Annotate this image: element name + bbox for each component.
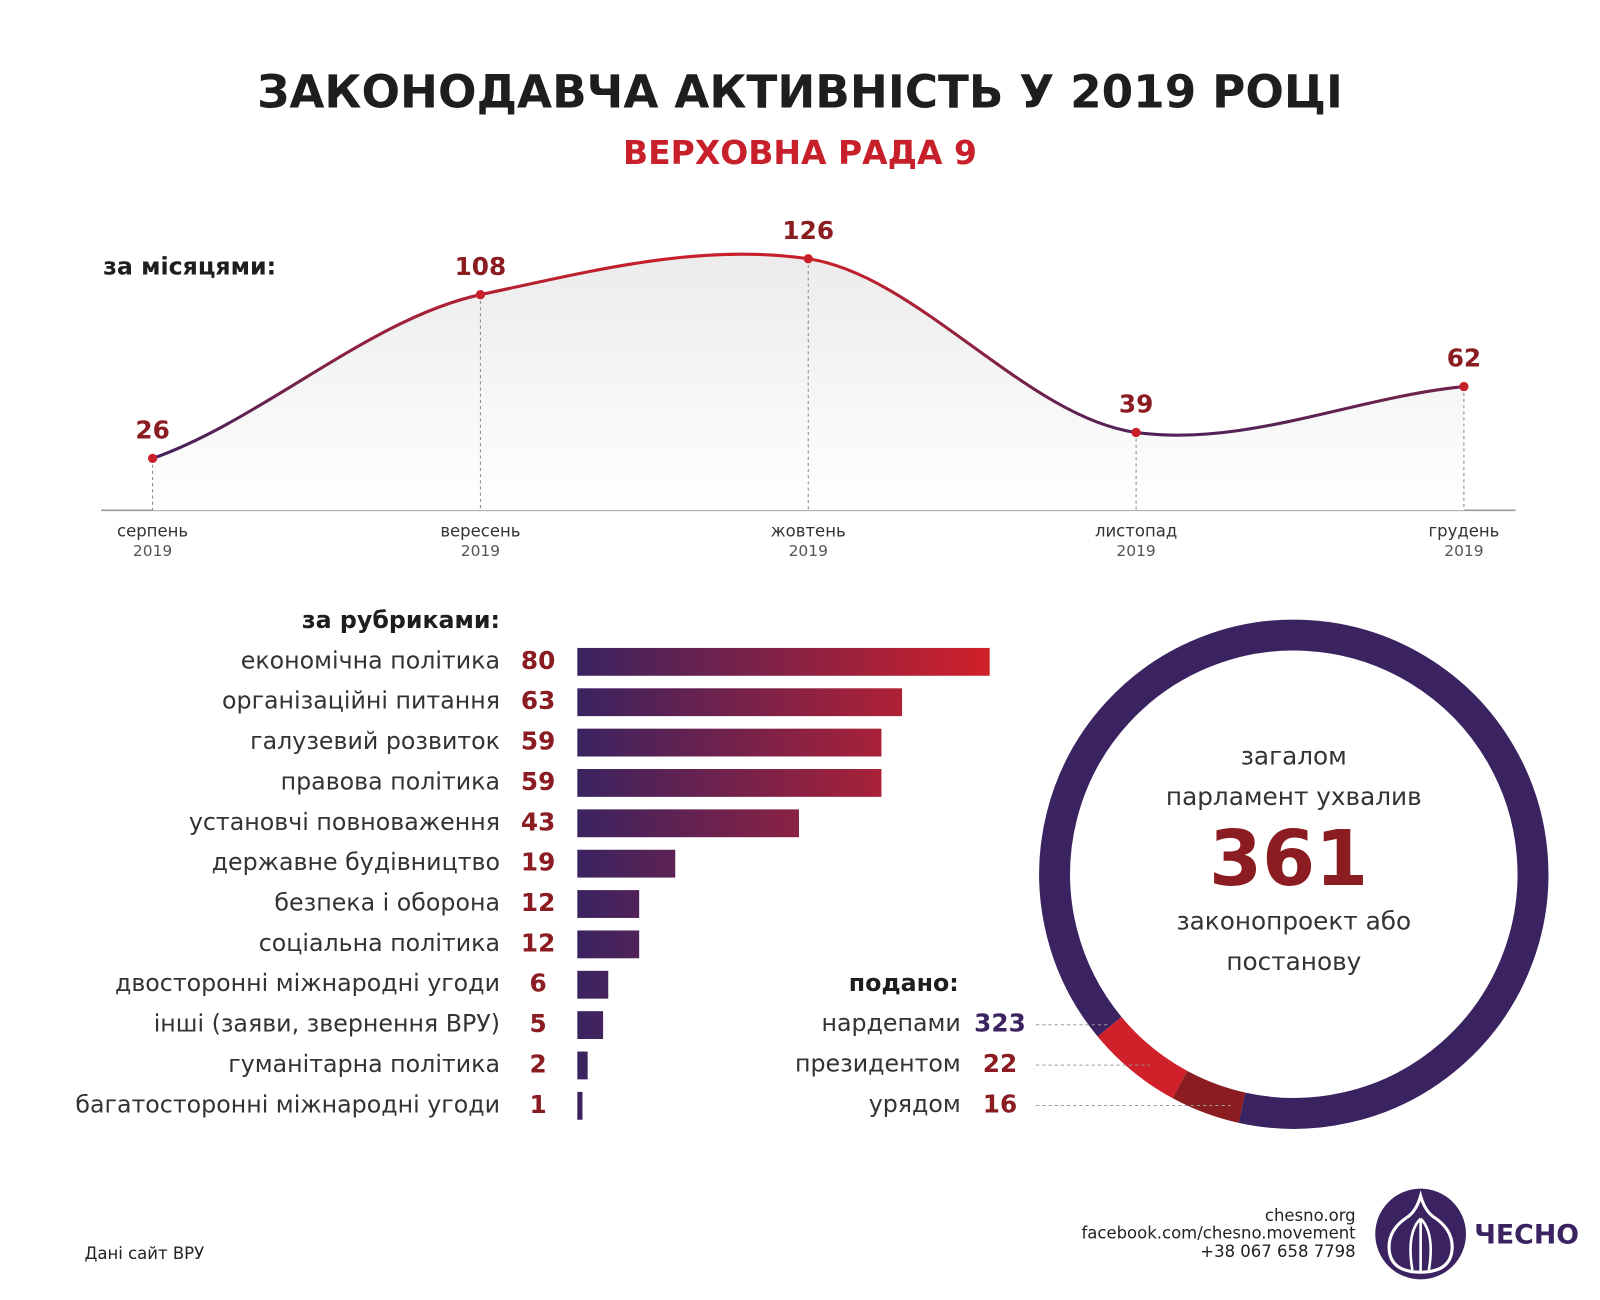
value-label: 80 [521,646,555,675]
value-label: 5 [530,1009,547,1038]
value-label: 59 [521,727,555,756]
point [475,290,486,300]
category-label: соціальна політика [259,929,500,957]
donut-segment [1039,619,1549,1129]
x-tick-label: листопад [1095,521,1177,540]
legend-label: урядом [869,1090,961,1118]
value-label: 2 [530,1049,547,1078]
donut-segment [1097,1016,1188,1099]
bar [577,930,640,959]
legend-label: президентом [795,1050,961,1078]
center-text: парламент ухвалив [1166,782,1422,811]
legend-label: нардепами [821,1009,960,1037]
category-label: інші (заяви, звернення ВРУ) [154,1010,500,1038]
legend-value: 323 [974,1009,1026,1038]
contact: chesno.org [1265,1206,1356,1225]
bar [577,688,903,717]
category-label: безпека і оборона [274,889,500,917]
legend-title: подано: [849,969,959,997]
value-label: 126 [782,216,834,245]
x-tick-label: жовтень [771,521,846,540]
value-label: 39 [1119,390,1153,419]
x-tick-sublabel: 2019 [1116,542,1155,560]
logo-icon [1375,1188,1466,1280]
legend-value: 22 [983,1049,1017,1078]
value-label: 6 [530,969,547,998]
bar [577,769,882,797]
bar [577,647,990,676]
x-tick-sublabel: 2019 [789,542,828,560]
bar [577,728,882,757]
value-label: 1 [530,1090,547,1119]
subtitle: ВЕРХОВНА РАДА 9 [623,133,977,172]
bar [577,970,609,999]
x-tick-label: серпень [117,521,188,540]
category-label: установчі повноваження [189,808,500,836]
logo-text: ЧЕСНО [1474,1220,1579,1251]
donut-segment [1172,1070,1246,1123]
section-label: за рубриками: [302,606,500,634]
section-label: за місяцями: [103,253,276,281]
x-tick-sublabel: 2019 [133,542,172,560]
bar [577,849,676,878]
value-label: 43 [521,807,555,836]
title: ЗАКОНОДАВЧА АКТИВНІСТЬ У 2019 РОЦІ [257,65,1343,118]
category-label: державне будівництво [212,848,500,876]
bar [577,1091,583,1120]
category-label: багатосторонні міжнародні угоди [75,1090,500,1118]
point [1459,381,1469,392]
category-label: гуманітарна політика [228,1050,500,1078]
bar [577,1011,604,1040]
category-label: двосторонні міжнародні угоди [115,969,500,997]
category-label: організаційні питання [222,687,500,715]
center-text: законопроект або [1176,907,1411,936]
legend-value: 16 [983,1089,1017,1118]
category-label: галузевий розвиток [250,727,500,755]
value-label: 19 [521,848,555,877]
bar [577,809,799,838]
center-text: загалом [1241,742,1347,771]
contact: +38 067 658 7798 [1200,1242,1355,1261]
total: 361 [1209,814,1368,903]
value-label: 59 [521,767,555,796]
point [147,453,158,464]
x-tick-label: грудень [1428,521,1499,540]
point [1131,427,1141,438]
value-label: 62 [1447,344,1481,373]
x-tick-sublabel: 2019 [461,542,500,560]
value-label: 12 [521,928,555,957]
bar [577,890,640,918]
value-label: 63 [521,686,555,715]
point [803,254,813,264]
contact: facebook.com/chesno.movement [1081,1224,1356,1243]
x-tick-sublabel: 2019 [1444,542,1483,560]
value-label: 12 [521,888,555,917]
center-text: постанову [1226,947,1361,976]
source: Дані сайт ВРУ [85,1244,205,1263]
x-tick-label: вересень [440,521,520,540]
bar [577,1051,588,1080]
value-label: 108 [455,252,507,281]
value-label: 26 [135,416,169,445]
category-label: економічна політика [241,646,500,674]
category-label: правова політика [281,767,500,795]
